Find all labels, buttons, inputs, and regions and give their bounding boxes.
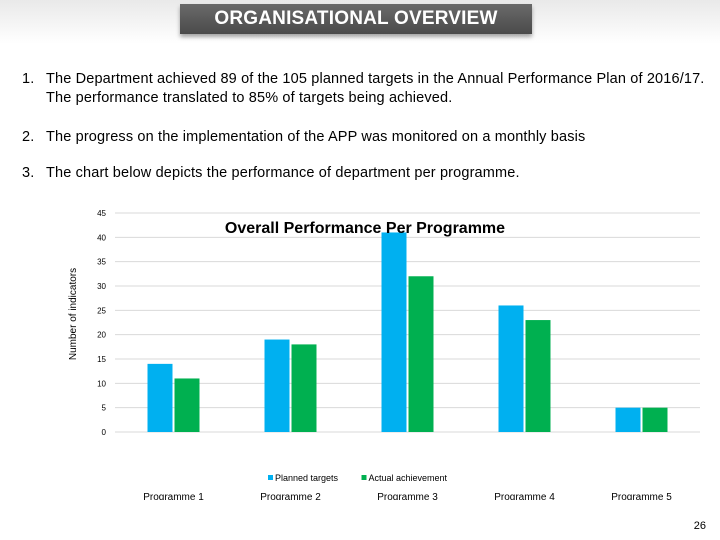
bar [498,305,524,432]
legend-swatch [361,475,367,480]
x-tick-label: Programme 1 [143,492,204,500]
bar [525,320,551,432]
list-item-text: The Department achieved 89 of the 105 pl… [46,71,705,106]
y-axis-label: Number of indicators [68,268,79,360]
list-item-number: 2. [22,129,35,145]
y-tick-label: 30 [97,282,106,291]
chart-title: Overall Performance Per Programme [225,220,505,237]
y-tick-label: 40 [97,233,106,242]
legend-label: Actual achievement [369,473,448,483]
list-item-number: 3. [22,165,35,181]
list-item-text: The progress on the implementation of th… [46,129,586,145]
bar [147,363,173,432]
y-tick-label: 0 [102,428,107,437]
y-tick-label: 20 [97,331,106,340]
page-title: ORGANISATIONAL OVERVIEW [180,4,532,34]
bar [291,344,317,432]
header-bar: ORGANISATIONAL OVERVIEW [0,0,720,44]
x-tick-label: Programme 4 [494,492,555,500]
x-tick-label: Programme 3 [377,492,438,500]
y-tick-label: 45 [97,209,106,218]
bar [174,378,200,432]
x-tick-label: Programme 2 [260,492,321,500]
y-tick-label: 10 [97,379,106,388]
legend-swatch [268,475,273,480]
bar [408,276,434,432]
x-tick-label: Programme 5 [611,492,672,500]
legend-label: Planned targets [275,473,339,483]
bar [642,407,668,432]
performance-chart: 0 5 10 15 20 25 30 35 40 45 Overall Performance P… [68,209,700,500]
page-number: 26 [693,520,706,532]
bar [381,232,407,432]
list-item-text: The chart below depicts the performance … [46,165,520,181]
y-tick-label: 15 [97,355,106,364]
y-tick-label: 35 [97,258,106,267]
bar [264,339,290,432]
bar [615,407,641,432]
list-item-number: 1. [22,71,35,87]
y-tick-label: 25 [97,306,106,315]
y-tick-label: 5 [102,404,107,413]
